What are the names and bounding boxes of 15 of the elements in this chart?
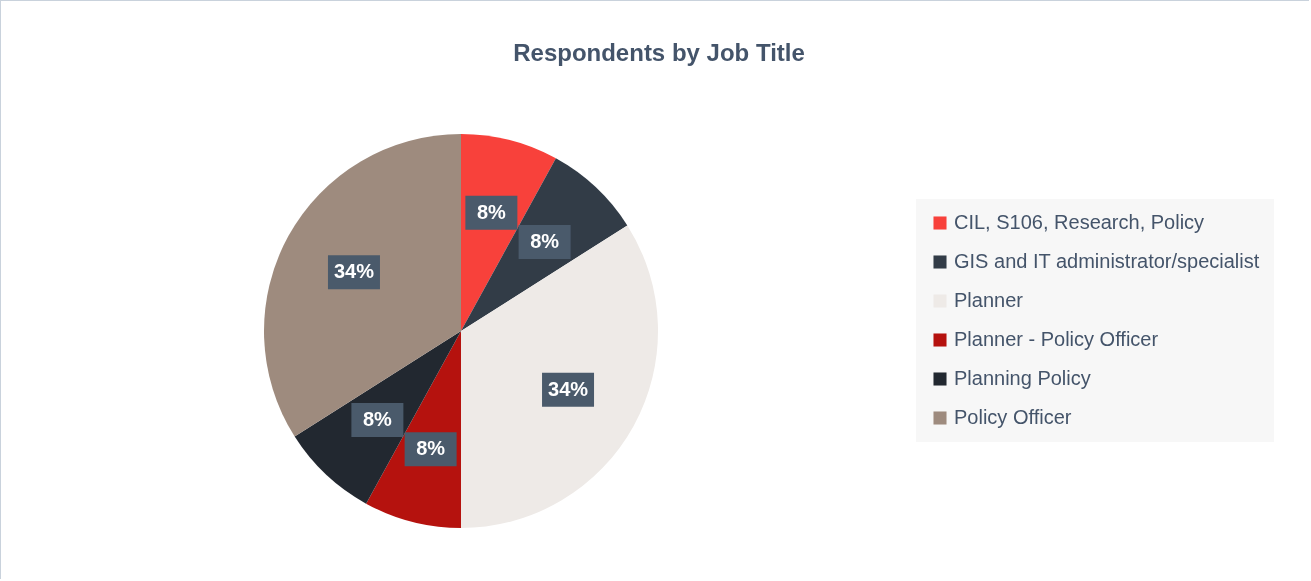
data-label: 8% bbox=[530, 229, 560, 252]
legend-label: GIS and IT administrator/specialist bbox=[954, 250, 1260, 272]
legend-label: Planner bbox=[954, 289, 1024, 311]
data-label: 8% bbox=[416, 437, 446, 460]
data-label: 8% bbox=[476, 200, 507, 223]
pie-slice bbox=[461, 225, 658, 528]
data-label: 8% bbox=[362, 408, 393, 431]
data-label: 34% bbox=[548, 377, 589, 400]
chart-title: Respondents by Job Title bbox=[513, 39, 805, 66]
legend-label: Planner - Policy Officer bbox=[954, 328, 1159, 350]
legend-label: Policy Officer bbox=[954, 406, 1072, 428]
pie-slice bbox=[264, 134, 461, 437]
data-label: 34% bbox=[333, 260, 375, 283]
legend-label: Planning Policy bbox=[954, 367, 1091, 389]
legend-label: CIL, S106, Research, Policy bbox=[954, 211, 1205, 233]
